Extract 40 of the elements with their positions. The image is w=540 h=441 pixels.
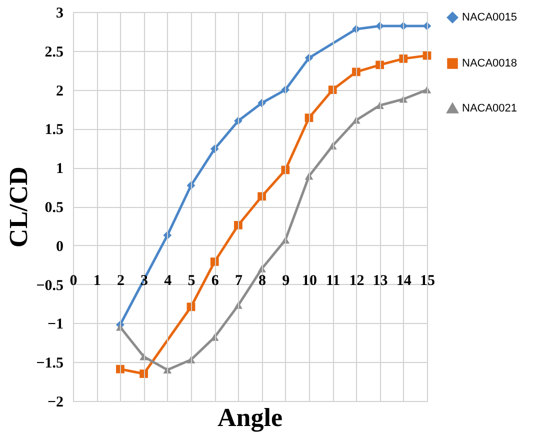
x-tick-label: 12	[349, 272, 364, 289]
y-tick-label: 1.5	[44, 122, 64, 138]
x-tick-label: 8	[258, 272, 266, 289]
y-axis-title: CL/CD	[4, 166, 34, 248]
point	[258, 192, 266, 201]
y-tick-label: 1	[56, 161, 64, 178]
point	[399, 54, 408, 63]
y-tick-label: 2.5	[44, 44, 64, 60]
legend-label: NACA0015	[462, 12, 518, 24]
x-tick-label: 9	[282, 272, 290, 289]
point	[352, 68, 360, 76]
x-axis-title: Angle	[218, 403, 282, 432]
x-tick-label: 0	[70, 272, 78, 289]
legend-label: NACA0018	[462, 58, 518, 70]
x-tick-label: 6	[211, 272, 220, 289]
x-tick-label: 1	[93, 272, 101, 289]
y-tick-label: −2	[47, 394, 64, 410]
y-tick-label: 0.5	[44, 200, 64, 216]
x-tick-label: 5	[188, 272, 196, 289]
x-tick-label: 2	[116, 272, 124, 289]
x-tick-label: 13	[372, 272, 388, 289]
y-tick-label: 2	[56, 83, 64, 100]
x-tick-label: 14	[396, 272, 412, 289]
x-tick-label: 10	[302, 272, 317, 289]
y-tick-label: −0.5	[36, 278, 64, 294]
point	[140, 370, 148, 378]
point	[116, 364, 124, 374]
x-tick-label: 7	[234, 272, 243, 289]
x-tick-label: 4	[164, 272, 172, 289]
x-tick-label: 11	[326, 272, 340, 289]
y-tick-label: 3	[56, 6, 64, 22]
point	[234, 220, 242, 230]
y-tick-label: −1	[47, 316, 64, 333]
y-tick-label: −1.5	[36, 356, 64, 372]
point	[210, 258, 219, 266]
legend-label: NACA0021	[462, 102, 518, 114]
point	[328, 86, 337, 94]
y-tick-label: 0	[56, 238, 64, 255]
point	[376, 60, 384, 70]
x-tick-label: 15	[420, 272, 435, 289]
